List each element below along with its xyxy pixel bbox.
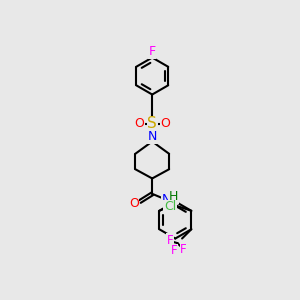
Text: O: O bbox=[134, 117, 144, 130]
Text: N: N bbox=[161, 193, 171, 206]
Text: N: N bbox=[148, 130, 157, 143]
Text: H: H bbox=[169, 190, 178, 203]
Text: F: F bbox=[171, 244, 178, 257]
Text: F: F bbox=[148, 45, 156, 58]
Text: O: O bbox=[129, 196, 139, 210]
Text: F: F bbox=[167, 233, 173, 247]
Text: O: O bbox=[160, 117, 170, 130]
Text: F: F bbox=[180, 243, 187, 256]
Text: Cl: Cl bbox=[164, 200, 176, 213]
Text: S: S bbox=[147, 116, 157, 131]
